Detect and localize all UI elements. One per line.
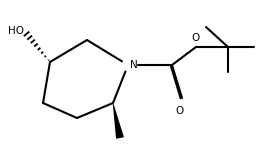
Text: HO: HO xyxy=(8,26,24,36)
Polygon shape xyxy=(113,103,124,139)
Text: O: O xyxy=(175,106,183,116)
Text: O: O xyxy=(192,33,200,43)
Text: N: N xyxy=(130,60,138,70)
